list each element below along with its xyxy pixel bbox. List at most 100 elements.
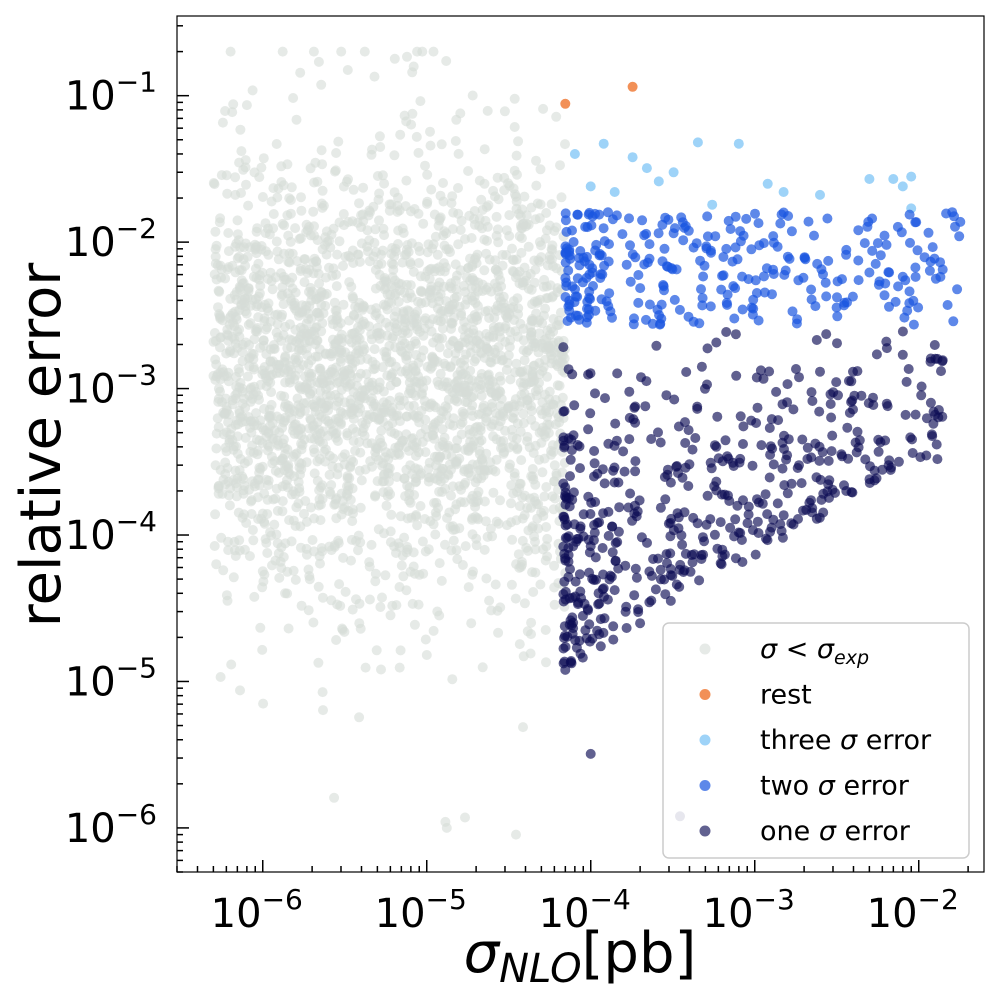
data-point — [299, 508, 309, 519]
data-point — [806, 284, 817, 295]
data-point — [226, 659, 237, 670]
data-point — [546, 199, 557, 210]
data-point — [492, 224, 503, 235]
data-point — [459, 380, 470, 391]
data-point — [539, 453, 550, 464]
data-point — [608, 621, 619, 632]
data-point — [572, 440, 583, 450]
data-point — [209, 541, 220, 551]
data-point — [625, 240, 635, 251]
data-point — [261, 538, 272, 548]
data-point — [446, 283, 457, 294]
data-point — [570, 576, 581, 587]
data-point — [792, 314, 803, 325]
data-point — [735, 236, 746, 247]
data-point — [873, 434, 884, 445]
data-point — [488, 322, 499, 333]
data-point — [209, 179, 220, 190]
data-point — [752, 516, 763, 527]
data-point — [892, 221, 903, 232]
data-point — [369, 344, 380, 355]
data-point — [684, 459, 695, 470]
data-point — [669, 394, 680, 405]
data-point — [723, 490, 733, 501]
data-point — [737, 271, 748, 282]
data-point — [425, 126, 435, 137]
data-point — [522, 395, 533, 406]
data-point — [431, 497, 442, 508]
data-point — [738, 421, 749, 432]
data-point — [363, 414, 373, 425]
data-point — [464, 463, 475, 474]
data-point — [211, 559, 222, 570]
data-point — [309, 468, 320, 479]
data-point — [800, 254, 811, 265]
data-point — [402, 51, 412, 62]
data-point — [324, 380, 335, 391]
data-point — [597, 464, 608, 475]
data-point — [936, 366, 946, 377]
data-point — [633, 297, 644, 308]
data-point — [258, 698, 269, 709]
data-point — [538, 103, 549, 114]
data-point — [509, 93, 520, 104]
data-point — [340, 586, 351, 597]
data-point — [438, 281, 449, 292]
data-point — [521, 210, 532, 221]
data-point — [630, 456, 641, 467]
data-point — [879, 230, 890, 241]
data-point — [852, 366, 863, 377]
data-point — [787, 306, 798, 317]
data-point — [330, 165, 341, 176]
y-tick-label: 10−4 — [65, 505, 157, 559]
data-point — [267, 458, 278, 469]
data-point — [538, 544, 548, 555]
data-point — [406, 119, 417, 130]
data-point — [599, 478, 610, 489]
data-point — [720, 435, 731, 446]
data-point — [511, 358, 522, 369]
data-point — [520, 221, 531, 232]
data-point — [846, 376, 857, 387]
legend-label: three σ error — [760, 725, 932, 756]
data-point — [210, 354, 221, 365]
data-point — [519, 598, 530, 609]
data-point — [366, 396, 376, 407]
data-point — [307, 535, 318, 545]
data-point — [862, 221, 873, 232]
data-point — [609, 477, 620, 488]
data-point — [490, 347, 501, 358]
data-point — [479, 265, 490, 276]
data-point — [514, 639, 525, 650]
data-point — [389, 53, 400, 64]
data-point — [392, 206, 403, 217]
data-point — [864, 174, 875, 184]
data-point — [433, 380, 444, 390]
data-point — [508, 296, 519, 307]
data-point — [783, 211, 794, 221]
axes-layer: 10−6 10−5 10−4 10−3 10−2 10−6 10−5 10−4 10−3 10−2… — [65, 25, 969, 937]
data-point — [759, 271, 769, 282]
data-point — [487, 464, 498, 475]
data-point — [560, 208, 571, 219]
data-point — [518, 722, 528, 733]
data-point — [823, 455, 834, 466]
data-point — [430, 529, 441, 540]
data-point — [537, 318, 548, 329]
data-point — [303, 605, 314, 616]
data-point — [403, 388, 414, 399]
data-point — [373, 194, 384, 205]
data-point — [677, 539, 688, 550]
data-point — [921, 450, 932, 461]
data-point — [301, 516, 312, 527]
data-point — [413, 258, 424, 268]
data-point — [223, 417, 234, 428]
data-point — [304, 301, 315, 311]
data-point — [342, 65, 353, 75]
data-point — [331, 305, 342, 316]
data-point — [295, 402, 306, 413]
legend-marker — [699, 825, 711, 837]
data-point — [284, 515, 295, 526]
data-point — [358, 302, 368, 313]
data-point — [933, 405, 944, 415]
